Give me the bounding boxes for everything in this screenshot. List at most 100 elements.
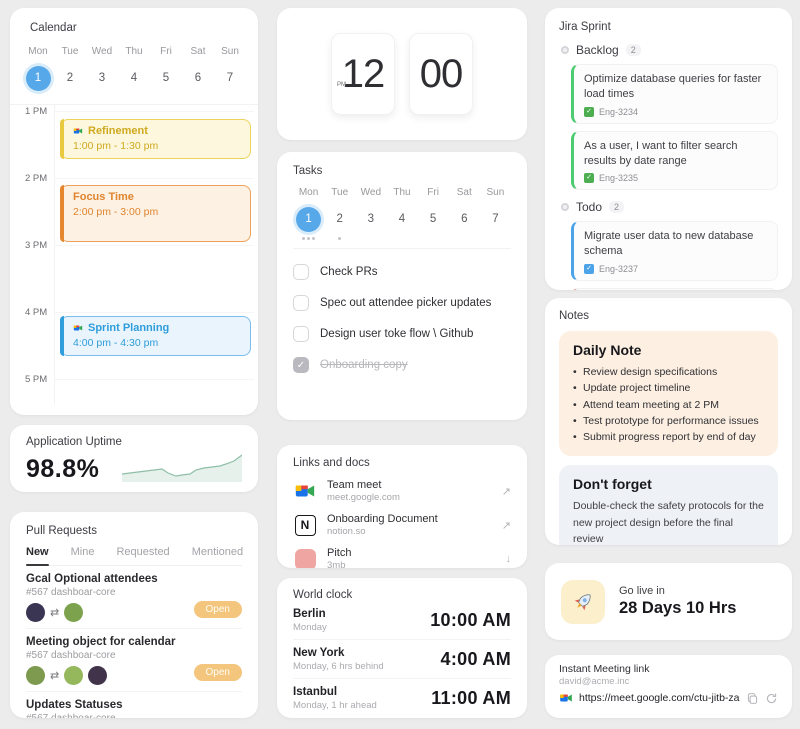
world-clock-row: New York Monday, 6 hrs behind 4:00 AM (293, 640, 511, 679)
task-row: Check PRs (293, 264, 511, 280)
world-clock-widget: World clock Berlin Monday 10:00 AM New Yo… (277, 578, 527, 718)
pr-row[interactable]: Gcal Optional attendees #567 dashboar-co… (26, 566, 242, 629)
hour-label: 4 PM (25, 307, 48, 318)
calendar-event-focus-time[interactable]: Focus Time 2:00 pm - 3:00 pm (60, 185, 251, 242)
google-meet-icon (560, 694, 572, 702)
calendar-day-fri[interactable]: Fri 5 (160, 46, 172, 84)
link-row[interactable]: Team meet meet.google.com ↗ (293, 479, 511, 503)
download-icon[interactable]: ↓ (505, 553, 512, 565)
pr-row[interactable]: Meeting object for calendar #567 dashboa… (26, 629, 242, 692)
link-title: Onboarding Document (327, 513, 438, 525)
avatar (64, 602, 84, 622)
dont-forget-card: Don't forget Double-check the safety pro… (559, 465, 778, 545)
clock-minute: 00 (419, 51, 463, 96)
world-clock-row: Istanbul Monday, 1 hr ahead 11:00 AM (293, 679, 511, 717)
city-meta: Monday, 1 hr ahead (293, 700, 377, 711)
pr-row[interactable]: Updates Statuses #567 dashboar-core ⇄ Ap… (26, 692, 242, 718)
meeting-email: david@acme.inc (559, 676, 630, 687)
divider (54, 105, 55, 404)
jira-section-todo[interactable]: Todo 2 (561, 200, 776, 214)
daily-note-card: Daily Note Review design specifications … (559, 331, 778, 457)
open-link-icon[interactable]: ↗ (501, 519, 511, 532)
calendar-widget: Calendar Mon 1 Tue 2 Wed 3 Thu 4 Fri 5 Sat 6 S… (10, 8, 258, 415)
meeting-url[interactable]: https://meet.google.com/ctu-jitb-zac (579, 692, 740, 704)
section-circle-icon (561, 46, 569, 54)
calendar-event-sprint-planning[interactable]: Sprint Planning 4:00 pm - 4:30 pm (60, 316, 251, 356)
tab-new[interactable]: New (26, 546, 49, 566)
calendar-day-sat[interactable]: Sat 6 (190, 46, 206, 84)
checkbox-checked[interactable]: ✓ (293, 357, 309, 373)
jira-ticket[interactable]: Optimize database queries for faster loa… (571, 64, 778, 124)
calendar-day-wed[interactable]: Wed 3 (91, 46, 113, 84)
avatar (88, 665, 108, 685)
go-live-countdown: 28 Days 10 Hrs (619, 599, 737, 617)
world-clock-row: Berlin Monday 10:00 AM (293, 601, 511, 640)
hour-label: 5 PM (25, 374, 48, 385)
city-meta: Monday, 6 hrs behind (293, 661, 384, 672)
rocket-icon (561, 579, 605, 624)
notes-title: Notes (559, 310, 590, 322)
calendar-day-thu[interactable]: Thu 4 (125, 46, 143, 84)
count-badge: 2 (625, 44, 641, 56)
calendar-day-tue[interactable]: Tue 2 (61, 46, 79, 84)
tasks-day-sat[interactable]: Sat 6 (456, 187, 472, 225)
city-name: Berlin (293, 608, 326, 620)
uptime-title: Application Uptime (26, 436, 122, 448)
refresh-icon[interactable] (765, 692, 778, 705)
dont-forget-text: Double-check the safety protocols for th… (573, 500, 764, 545)
tasks-day-tue[interactable]: Tue 2 (324, 187, 355, 244)
uptime-sparkline (122, 454, 242, 482)
avatar (64, 665, 84, 685)
status-badge: Open (193, 664, 242, 681)
calendar-title: Calendar (30, 22, 77, 34)
checkbox[interactable] (293, 295, 309, 311)
task-row: ✓ Onboarding copy (293, 357, 511, 373)
city-time: 4:00 AM (440, 649, 511, 669)
link-row[interactable]: N Onboarding Document notion.so ↗ (293, 513, 511, 537)
tasks-day-mon[interactable]: Mon 1 (293, 187, 324, 244)
task-label: Onboarding copy (320, 359, 408, 371)
jira-section-backlog[interactable]: Backlog 2 (561, 43, 776, 57)
task-type-icon: ✓ (584, 106, 594, 117)
clock-hour-card: PM 12 (331, 33, 395, 115)
city-meta: Monday (293, 622, 327, 633)
pr-title: Meeting object for calendar (26, 636, 176, 648)
checkbox[interactable] (293, 264, 309, 280)
jira-ticket[interactable]: Image upload failing with error on profi… (571, 288, 778, 290)
tasks-day-sun[interactable]: Sun 7 (486, 187, 505, 225)
calendar-day-sun[interactable]: Sun 7 (221, 46, 239, 84)
google-meet-icon (73, 325, 83, 331)
instant-meeting-widget: Instant Meeting link david@acme.inc http… (545, 655, 792, 718)
pull-requests-title: Pull Requests (26, 525, 97, 537)
calendar-event-refinement[interactable]: Refinement 1:00 pm - 1:30 pm (60, 119, 251, 159)
link-row[interactable]: Pitch 3mb ↓ (293, 547, 511, 568)
tasks-day-row: Mon 1 Tue 2 Wed 3 Thu 4 Fri 5 Sat 6 Sun 7 (293, 187, 511, 249)
checkbox[interactable] (293, 326, 309, 342)
tasks-day-fri[interactable]: Fri 5 (427, 187, 439, 225)
tasks-day-wed[interactable]: Wed 3 (360, 187, 382, 225)
tasks-day-thu[interactable]: Thu 4 (393, 187, 411, 225)
event-time: 4:00 pm - 4:30 pm (73, 337, 159, 349)
tab-mentioned[interactable]: Mentioned (191, 546, 244, 558)
tab-mine[interactable]: Mine (70, 546, 95, 558)
copy-icon[interactable] (746, 692, 759, 705)
pull-requests-tabs: New Mine Requested Mentioned (26, 546, 244, 566)
section-circle-icon (561, 203, 569, 212)
task-type-icon: ✓ (584, 173, 594, 184)
file-icon (294, 548, 316, 568)
google-meet-icon (295, 485, 315, 497)
event-time: 2:00 pm - 3:00 pm (73, 206, 159, 218)
notes-widget: Notes Daily Note Review design specifica… (545, 298, 792, 545)
go-live-widget: Go live in 28 Days 10 Hrs (545, 563, 792, 640)
open-link-icon[interactable]: ↗ (501, 485, 511, 498)
calendar-day-mon[interactable]: Mon 1 (22, 46, 54, 91)
flip-clock-widget: PM 12 00 (277, 8, 527, 140)
city-name: Istanbul (293, 686, 338, 698)
jira-ticket[interactable]: As a user, I want to filter search resul… (571, 130, 778, 191)
jira-ticket[interactable]: Migrate user data to new database schema… (571, 221, 778, 282)
divider (55, 379, 254, 380)
task-type-icon: ✓ (584, 264, 594, 275)
tab-requested[interactable]: Requested (116, 546, 170, 558)
event-time: 1:00 pm - 1:30 pm (73, 140, 159, 152)
pr-meta: #567 dashboar-core (26, 587, 116, 598)
